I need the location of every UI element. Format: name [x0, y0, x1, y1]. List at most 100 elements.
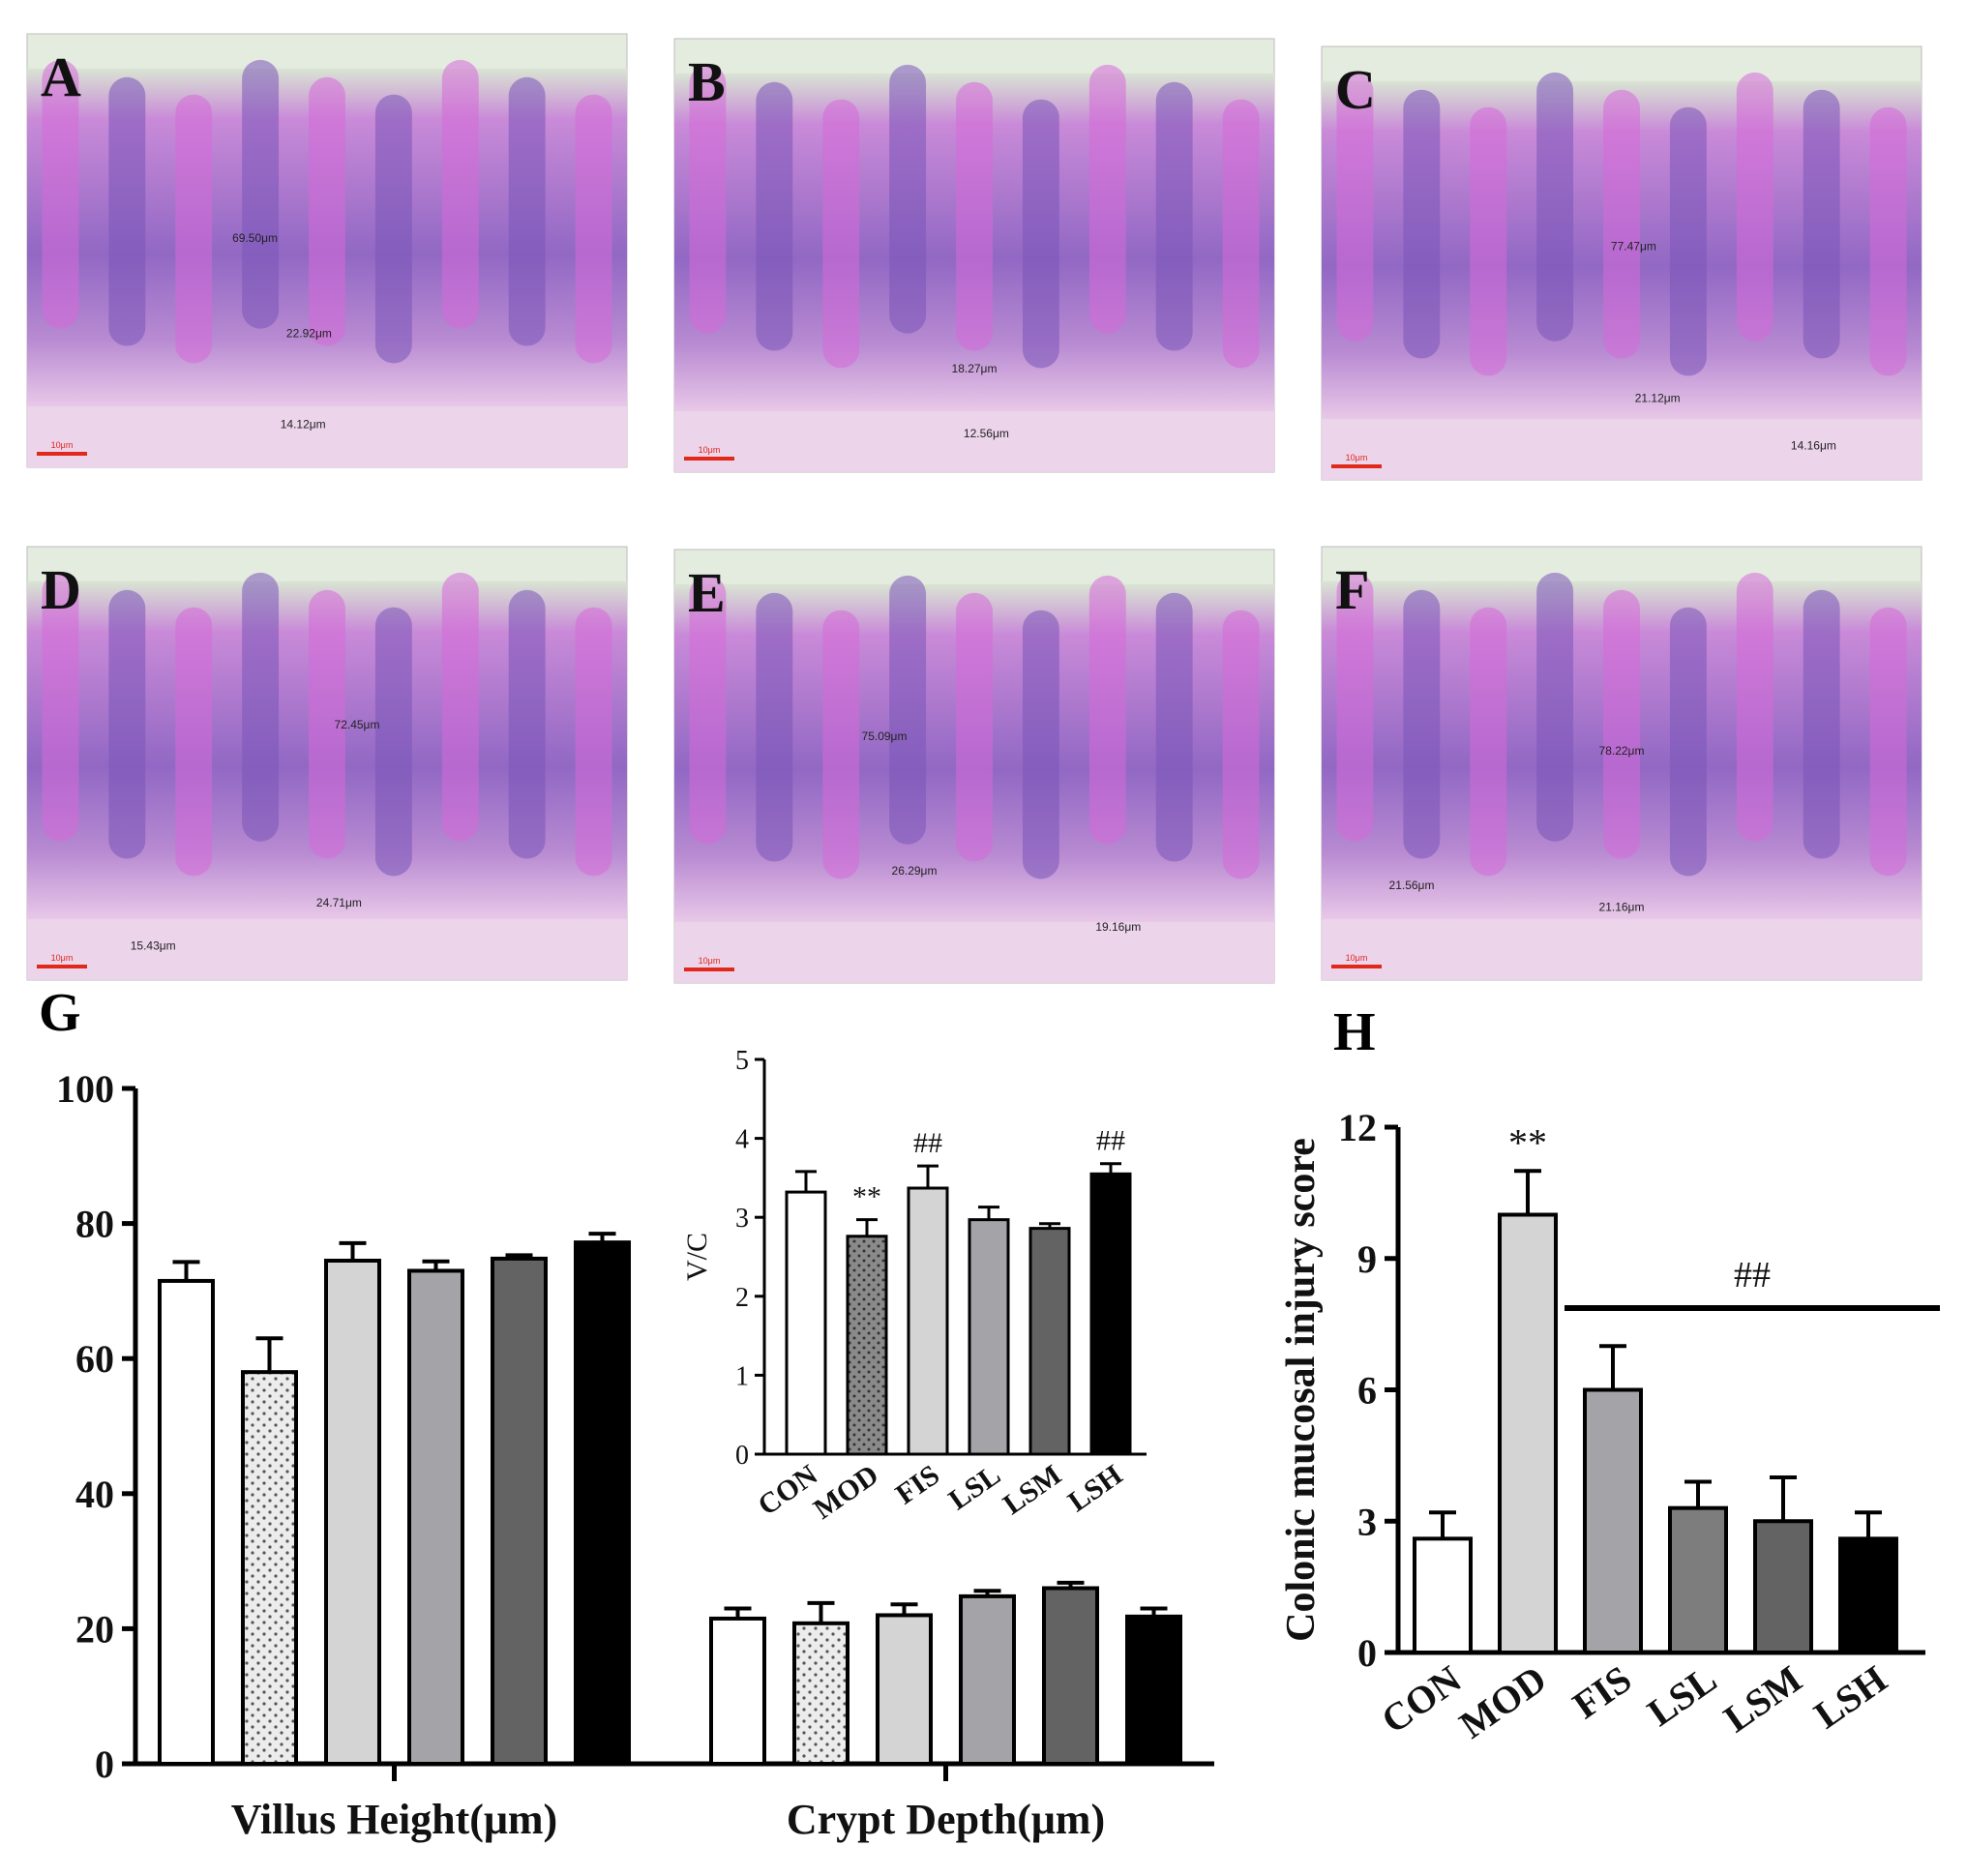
- y-tick-label: 1: [735, 1361, 749, 1391]
- villus: [822, 610, 860, 879]
- y-tick-label: 2: [735, 1283, 749, 1313]
- villus: [1222, 610, 1260, 879]
- y-tick-label: 9: [1357, 1237, 1377, 1281]
- muscle-layer: [27, 919, 627, 980]
- bar-fis: [324, 1258, 381, 1766]
- category-label: MOD: [808, 1459, 884, 1526]
- bar-con: [709, 1616, 766, 1767]
- villus: [1803, 89, 1840, 359]
- scale-bar-label: 10μm: [1346, 953, 1368, 963]
- bar-mod: [792, 1621, 849, 1767]
- villus: [575, 94, 612, 364]
- measurement-label: 78.22μm: [1599, 744, 1645, 758]
- significance-mark: **: [852, 1181, 881, 1213]
- bar-con: [1413, 1536, 1473, 1654]
- y-tick-label: 40: [75, 1473, 114, 1516]
- villus: [175, 94, 213, 364]
- bar-lsl: [407, 1268, 464, 1766]
- villus: [1403, 589, 1441, 859]
- villus: [1022, 610, 1059, 879]
- villus: [309, 76, 345, 346]
- y-tick-label: 60: [75, 1337, 114, 1381]
- measurement-label: 26.29μm: [892, 864, 938, 878]
- category-label: LSH: [1062, 1459, 1128, 1518]
- bar-lsl: [959, 1593, 1016, 1766]
- significance-mark: ##: [913, 1127, 942, 1159]
- villus: [1088, 64, 1126, 334]
- villus: [1736, 572, 1773, 842]
- y-tick-label: 12: [1338, 1106, 1377, 1149]
- villus: [1869, 106, 1907, 376]
- bar-lsh: [1838, 1536, 1898, 1654]
- villus: [1470, 106, 1507, 376]
- villus: [889, 575, 927, 845]
- measurement-label: 72.45μm: [335, 718, 380, 731]
- villus: [1470, 607, 1507, 877]
- villus: [242, 59, 280, 329]
- villus: [42, 59, 79, 329]
- villus: [1603, 589, 1640, 859]
- villus: [441, 59, 479, 329]
- panel-letter-f: F: [1335, 558, 1369, 621]
- micrograph-e: 75.09μm 26.29μm 19.16μm 10μm E: [673, 549, 1275, 984]
- villus: [575, 607, 612, 877]
- measurement-label: 77.47μm: [1611, 240, 1656, 253]
- villus: [1869, 607, 1907, 877]
- muscle-layer: [674, 411, 1274, 472]
- category-label: CON: [1374, 1656, 1470, 1742]
- villus: [309, 589, 345, 859]
- category-label: CON: [752, 1459, 823, 1522]
- micrograph-a: 69.50μm 22.92μm 14.12μm 10μm A: [26, 33, 628, 468]
- scale-bar-label: 10μm: [1346, 453, 1368, 462]
- bar-fis: [1583, 1387, 1643, 1654]
- measurement-label: 14.16μm: [1791, 439, 1836, 453]
- villus: [374, 94, 412, 364]
- villus: [1022, 99, 1059, 369]
- muscle-layer: [27, 406, 627, 467]
- villus: [1669, 106, 1707, 376]
- villus: [508, 589, 546, 859]
- category-label: LSM: [998, 1459, 1067, 1521]
- group-label: Villus Height(μm): [231, 1796, 557, 1843]
- villus: [1736, 72, 1773, 342]
- y-tick-label: 4: [735, 1125, 749, 1155]
- y-axis-label: Colonic mucosal injury score: [1279, 1138, 1324, 1642]
- measurement-label: 24.71μm: [316, 896, 362, 909]
- panel-letter-g: G: [39, 983, 81, 1043]
- significance-mark: **: [1508, 1120, 1547, 1164]
- villus: [42, 572, 79, 842]
- bar-lsh: [574, 1240, 631, 1767]
- bar-lsm: [1042, 1586, 1099, 1767]
- bracket-label: ##: [1734, 1255, 1771, 1295]
- category-label: LSH: [1806, 1657, 1894, 1738]
- bar-con: [158, 1278, 215, 1767]
- villus: [1336, 572, 1374, 842]
- villus: [756, 81, 793, 351]
- bar-lsm: [491, 1256, 548, 1766]
- y-tick-label: 80: [75, 1203, 114, 1246]
- measurement-label: 69.50μm: [232, 231, 278, 245]
- bar-lsl: [1668, 1505, 1728, 1655]
- micrograph-b: 18.27μm 12.56μm 10μm B: [673, 38, 1275, 473]
- measurement-label: 75.09μm: [862, 730, 908, 743]
- villus: [1603, 89, 1640, 359]
- y-tick-label: 3: [1357, 1500, 1377, 1543]
- measurement-label: 12.56μm: [964, 427, 1009, 440]
- villus: [689, 64, 727, 334]
- chart-injury-score: 0 3 6 9 12 Colonic mucosal injury score CONMOD…: [1279, 1106, 1940, 1746]
- villus: [242, 572, 280, 842]
- villus: [374, 607, 412, 877]
- panel-letter-a: A: [41, 45, 81, 108]
- villus: [822, 99, 860, 369]
- group-label: Crypt Depth(μm): [787, 1796, 1105, 1843]
- bar-lsm: [1753, 1519, 1813, 1654]
- villus: [108, 76, 146, 346]
- measurement-label: 14.12μm: [281, 418, 326, 432]
- measurement-label: 21.12μm: [1635, 391, 1681, 404]
- category-label: FIS: [1565, 1657, 1639, 1728]
- measurement-label: 19.16μm: [1095, 920, 1141, 934]
- category-label: LSL: [943, 1459, 1006, 1517]
- micrograph-d: 72.45μm 24.71μm 15.43μm 10μm D: [26, 546, 628, 981]
